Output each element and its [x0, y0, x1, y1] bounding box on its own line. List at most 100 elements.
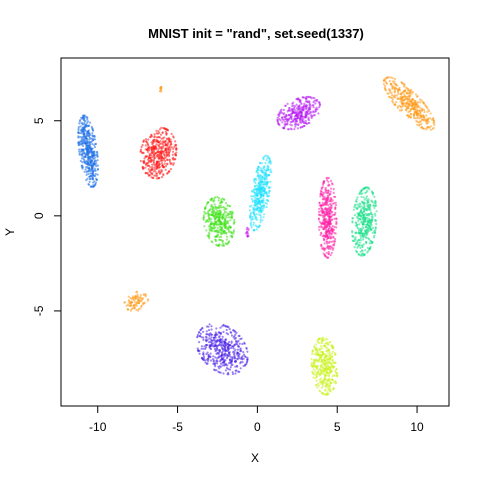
data-point: [321, 384, 324, 387]
data-point: [261, 180, 264, 183]
data-point: [356, 241, 359, 244]
data-point: [318, 348, 321, 351]
data-point: [260, 192, 263, 196]
data-point: [219, 338, 222, 341]
data-point: [223, 218, 226, 221]
data-point: [160, 151, 163, 154]
data-point: [144, 172, 147, 175]
data-point: [139, 150, 142, 153]
data-point: [259, 221, 262, 224]
data-point: [255, 202, 258, 205]
data-point: [283, 120, 287, 123]
data-point: [153, 155, 156, 158]
data-point: [217, 213, 220, 216]
data-point: [85, 153, 88, 156]
y-tick-label: -5: [32, 305, 46, 316]
data-point: [147, 168, 150, 171]
data-point: [213, 336, 216, 339]
data-point: [164, 144, 167, 147]
data-point: [395, 87, 398, 91]
data-point: [326, 391, 329, 394]
data-point: [411, 98, 414, 101]
data-point: [328, 222, 331, 225]
data-point: [319, 369, 322, 372]
data-point: [320, 211, 324, 214]
data-point: [209, 208, 212, 211]
data-point: [418, 101, 422, 104]
data-point: [228, 210, 231, 213]
data-point: [318, 378, 321, 381]
data-point: [267, 155, 270, 158]
data-point: [410, 92, 413, 95]
data-point: [202, 214, 205, 217]
data-point: [315, 384, 318, 387]
data-point: [164, 165, 168, 168]
data-point: [223, 210, 226, 213]
data-point: [432, 122, 435, 125]
data-point: [286, 122, 289, 125]
data-point: [208, 216, 211, 219]
data-point: [284, 104, 287, 107]
data-point: [406, 87, 409, 90]
data-point: [228, 340, 231, 344]
data-point: [222, 330, 225, 333]
data-point: [202, 353, 205, 356]
data-point: [326, 338, 329, 341]
data-point: [358, 223, 361, 226]
data-point: [151, 151, 154, 154]
data-point: [140, 145, 143, 148]
data-point: [153, 136, 156, 139]
data-point: [328, 212, 331, 215]
data-point: [80, 165, 84, 169]
data-point: [264, 162, 267, 165]
data-point: [145, 138, 148, 141]
data-point: [355, 200, 358, 203]
data-point: [251, 190, 254, 193]
data-point: [148, 149, 151, 152]
data-point: [147, 161, 150, 164]
data-point: [371, 201, 374, 204]
data-point: [285, 118, 288, 121]
data-point: [198, 352, 201, 355]
data-point: [294, 125, 297, 128]
data-point: [390, 82, 393, 86]
data-point: [330, 369, 333, 372]
data-point: [258, 200, 261, 203]
data-point: [320, 206, 323, 209]
data-point: [311, 370, 314, 373]
data-point: [222, 242, 225, 245]
data-point: [330, 218, 333, 221]
data-point: [254, 188, 258, 191]
data-point: [353, 237, 356, 240]
data-point: [284, 116, 287, 119]
data-point: [80, 121, 83, 124]
data-point: [388, 79, 391, 83]
data-point: [267, 181, 270, 184]
data-point: [330, 204, 333, 207]
data-point: [297, 105, 300, 108]
data-point: [315, 106, 318, 109]
data-point: [248, 209, 251, 212]
x-tick-label: 10: [410, 420, 424, 434]
data-point: [393, 80, 396, 83]
data-point: [361, 188, 364, 191]
data-point: [355, 198, 358, 201]
data-point: [373, 206, 376, 209]
data-point: [326, 224, 329, 227]
data-point: [219, 238, 222, 242]
data-point: [235, 369, 238, 372]
data-point: [364, 229, 367, 232]
data-point: [139, 294, 142, 297]
data-point: [85, 131, 88, 134]
data-point: [390, 94, 394, 97]
data-point: [237, 370, 240, 373]
data-point: [312, 376, 315, 379]
data-point: [367, 201, 370, 204]
data-point: [205, 330, 208, 333]
data-point: [400, 109, 403, 112]
data-point: [406, 107, 409, 110]
data-point: [142, 161, 145, 164]
data-point: [77, 127, 80, 130]
data-point: [321, 186, 324, 189]
